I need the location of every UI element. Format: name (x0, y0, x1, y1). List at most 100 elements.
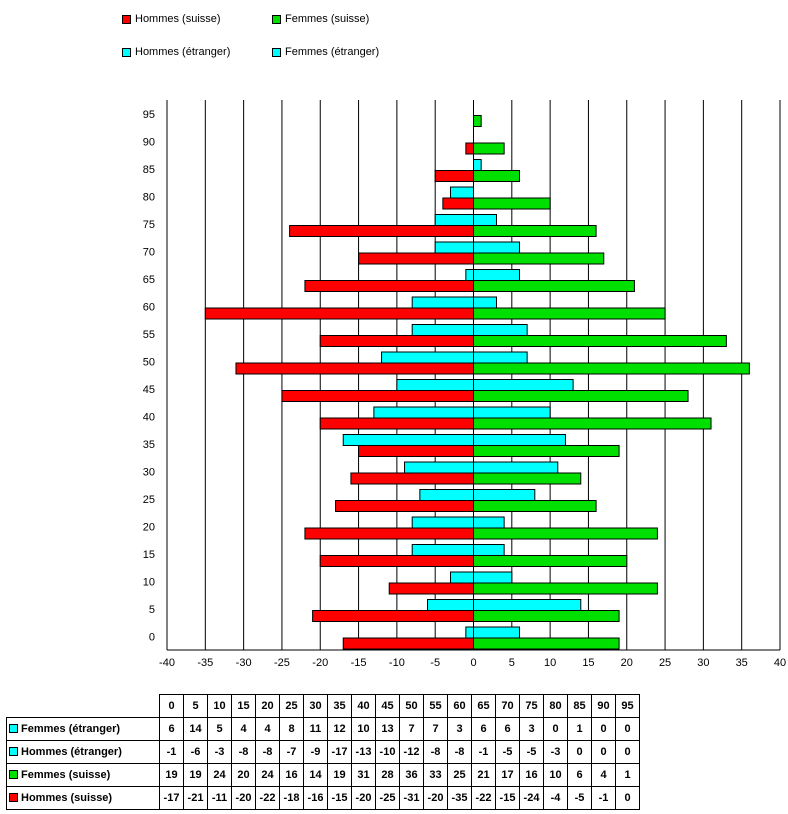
y-tick-label: 10 (143, 576, 155, 588)
table-column-header: 95 (615, 694, 640, 718)
table-cell: -8 (447, 740, 472, 764)
table-corner (7, 695, 160, 718)
y-tick-label: 95 (143, 109, 155, 121)
bar-hommes-suisse-45 (281, 390, 474, 402)
table-cell: 10 (543, 763, 568, 787)
x-tick-label: -35 (197, 657, 213, 669)
legend-item-hommes-etranger: Hommes (étranger) (122, 46, 230, 58)
bar-femmes-suisse-85 (473, 170, 520, 182)
bar-femmes-suisse-45 (473, 390, 689, 402)
table-cell: -10 (375, 740, 400, 764)
table-cell: 20 (231, 763, 256, 787)
bar-hommes-suisse-30 (350, 472, 474, 485)
table-cell: -13 (351, 740, 376, 764)
table-series-swatch (9, 770, 18, 779)
table-cell: 6 (567, 763, 592, 787)
table-cell: 5 (207, 717, 232, 741)
bar-femmes-suisse-20 (473, 527, 658, 540)
table-series-swatch (9, 793, 18, 802)
table-cell: -22 (255, 786, 280, 810)
bar-hommes-suisse-10 (388, 582, 474, 595)
table-cell: -8 (423, 740, 448, 764)
y-tick-label: 35 (143, 439, 155, 451)
table-cell: 21 (471, 763, 496, 787)
table-cell: 28 (375, 763, 400, 787)
bar-femmes-suisse-70 (473, 252, 605, 265)
bar-femmes-suisse-15 (473, 555, 628, 567)
table-cell: 17 (495, 763, 520, 787)
x-tick-label: -15 (351, 657, 367, 669)
bar-hommes-suisse-90 (465, 142, 474, 155)
legend-item-hommes-suisse: Hommes (suisse) (122, 13, 221, 25)
bar-hommes-suisse-15 (319, 555, 474, 567)
x-tick-label: -30 (236, 657, 252, 669)
bar-hommes-etranger-45 (396, 379, 474, 391)
bar-hommes-etranger-10 (450, 571, 475, 584)
table-series-swatch (9, 724, 18, 733)
bar-hommes-etranger-55 (411, 324, 475, 336)
bar-femmes-suisse-5 (473, 610, 620, 622)
table-cell: -1 (591, 786, 616, 810)
x-tick-label: 20 (621, 657, 633, 669)
bar-hommes-etranger-40 (373, 406, 475, 419)
x-tick-label: -40 (159, 657, 175, 669)
table-cell: 19 (183, 763, 208, 787)
legend-swatch-femmes-etranger (272, 47, 281, 57)
legend-swatch-femmes-suisse (272, 14, 281, 24)
table-column-header: 75 (519, 694, 544, 718)
table-cell: 0 (567, 740, 592, 764)
bar-femmes-suisse-35 (473, 445, 620, 457)
bar-hommes-etranger-20 (411, 516, 475, 529)
bar-femmes-etranger-70 (473, 241, 520, 254)
bar-hommes-suisse-35 (358, 445, 474, 457)
bar-hommes-etranger-75 (434, 214, 474, 226)
bar-femmes-suisse-95 (473, 115, 482, 127)
chart-legend: Hommes (suisse) Femmes (suisse) Hommes (… (0, 0, 788, 70)
bar-femmes-etranger-75 (473, 214, 497, 226)
table-cell: 25 (447, 763, 472, 787)
bar-hommes-etranger-25 (419, 489, 474, 501)
bar-femmes-etranger-55 (473, 324, 528, 336)
bar-femmes-etranger-35 (473, 434, 566, 446)
table-cell: 6 (159, 717, 184, 741)
table-cell: -20 (231, 786, 256, 810)
bar-femmes-etranger-10 (473, 571, 513, 584)
bar-femmes-etranger-25 (473, 489, 536, 501)
table-cell: -31 (399, 786, 424, 810)
table-cell: -4 (543, 786, 568, 810)
table-column-header: 65 (471, 694, 496, 718)
bar-femmes-suisse-50 (473, 362, 750, 375)
y-tick-label: 30 (143, 466, 155, 478)
bar-femmes-suisse-10 (473, 582, 658, 595)
legend-item-femmes-suisse: Femmes (suisse) (272, 13, 369, 25)
table-cell: -24 (519, 786, 544, 810)
bar-hommes-suisse-75 (289, 225, 474, 237)
y-tick-label: 15 (143, 549, 155, 561)
table-cell: 3 (447, 717, 472, 741)
table-cell: -35 (447, 786, 472, 810)
table-cell: 4 (255, 717, 280, 741)
y-tick-label: 75 (143, 219, 155, 231)
table-cell: 12 (327, 717, 352, 741)
table-row: Femmes (étranger) 6 14 5 4 4 8 11 12 10 13 7 7 3 6 6 3 0 1… (6, 717, 640, 741)
y-tick-label: 65 (143, 274, 155, 286)
table-cell: -18 (279, 786, 304, 810)
table-row-header: Hommes (suisse) (6, 786, 160, 810)
bar-hommes-suisse-70 (358, 252, 474, 265)
table-cell: 19 (327, 763, 352, 787)
bar-femmes-suisse-90 (473, 142, 505, 155)
table-row-header: Femmes (étranger) (6, 717, 160, 741)
table-cell: 33 (423, 763, 448, 787)
bar-femmes-suisse-30 (473, 472, 582, 485)
y-tick-label: 40 (143, 411, 155, 423)
bar-hommes-suisse-65 (304, 280, 474, 292)
table-cell: 4 (231, 717, 256, 741)
bar-femmes-etranger-30 (473, 461, 559, 474)
table-cell: -5 (567, 786, 592, 810)
bar-hommes-etranger-5 (427, 599, 474, 611)
x-tick-label: 10 (544, 657, 556, 669)
table-cell: -17 (159, 786, 184, 810)
table-cell: 24 (207, 763, 232, 787)
table-cell: 1 (615, 763, 640, 787)
x-tick-label: -25 (274, 657, 290, 669)
